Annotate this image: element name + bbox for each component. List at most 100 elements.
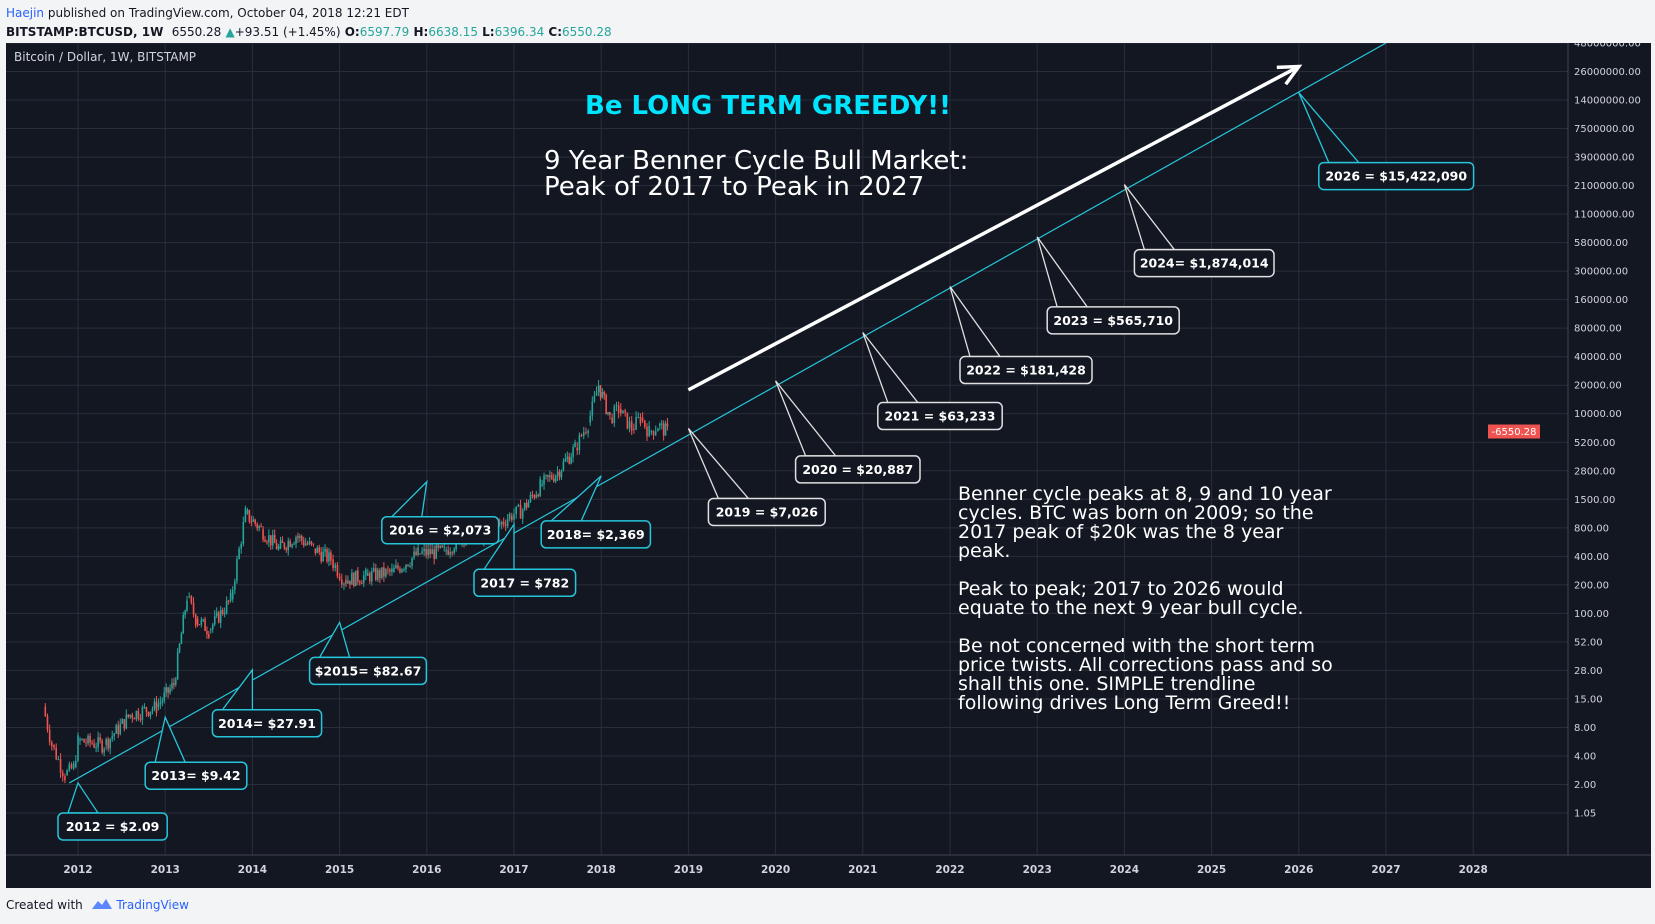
candle-body — [252, 519, 255, 522]
callout-box[interactable] — [211, 709, 323, 738]
candle-body — [295, 537, 297, 544]
candle-body — [155, 701, 158, 713]
candle-body — [603, 391, 606, 395]
note-line: Peak to peak; 2017 to 2026 would — [958, 578, 1284, 600]
candle-body — [515, 506, 517, 515]
candle-body — [103, 749, 105, 753]
y-tick-label: 28.00 — [1574, 666, 1603, 677]
y-tick-label: 2.00 — [1574, 780, 1596, 791]
candle-body — [200, 619, 203, 625]
candle-body — [543, 475, 545, 485]
price-tag-box — [1488, 424, 1540, 439]
candle-body — [517, 504, 520, 507]
candle-body — [662, 423, 665, 436]
candle-body — [111, 736, 114, 739]
candle-body — [504, 524, 507, 526]
candle-body — [101, 740, 103, 753]
candle-body — [238, 548, 240, 560]
time-axis[interactable]: 2012 2013 2014 2015 2016 2017 2018 2019 2020 2021… — [63, 864, 1487, 876]
callout-label: $2015= $82.67 — [315, 663, 422, 678]
y-tick-label: 14000000.00 — [1574, 96, 1641, 107]
candle-body — [395, 565, 397, 569]
candle-body — [202, 619, 204, 621]
candle-body — [453, 549, 455, 553]
candle-body — [657, 428, 659, 432]
candle-body — [347, 580, 349, 584]
candle-body — [332, 559, 334, 569]
candle-body — [364, 569, 367, 576]
y-tick-label: 2100000.00 — [1574, 181, 1634, 192]
price-axis[interactable]: 48000000.00 26000000.00 14000000.00 7500000… — [1574, 43, 1641, 820]
candle-body — [566, 456, 569, 460]
candle-body — [190, 596, 193, 603]
candle-body — [560, 470, 563, 478]
ohlc-line: BITSTAMP:BTCUSD, 1W 6550.28 ▲+93.51 (+1.… — [6, 23, 612, 42]
x-tick-label: 2027 — [1371, 864, 1400, 876]
callout-box[interactable] — [1133, 248, 1275, 278]
callout-box[interactable] — [1046, 306, 1180, 335]
candle-body — [196, 618, 199, 625]
callout-box[interactable] — [707, 497, 826, 527]
candle-body — [578, 434, 581, 451]
tradingview-logo-icon[interactable] — [91, 898, 117, 912]
candle-body — [641, 417, 644, 421]
candle-body — [527, 501, 530, 508]
candle-body — [117, 725, 120, 735]
candle-body — [383, 567, 385, 577]
trendline-segment[interactable] — [68, 43, 1387, 784]
callout-box[interactable] — [877, 401, 1003, 431]
callout-box[interactable] — [308, 656, 428, 686]
callout-label: 2026 = $15,422,090 — [1325, 169, 1467, 184]
candle-body — [611, 417, 613, 423]
candle-body — [393, 568, 395, 573]
candle-body — [273, 535, 276, 544]
candle-body — [556, 471, 559, 476]
callout-box[interactable] — [959, 355, 1093, 385]
candle-body — [147, 711, 150, 716]
trendline[interactable] — [68, 43, 1387, 784]
candle-body — [334, 564, 337, 569]
callout-box[interactable] — [144, 761, 248, 790]
tradingview-link[interactable]: TradingView — [116, 898, 189, 912]
candle-body — [208, 634, 210, 638]
callout-box[interactable] — [381, 515, 500, 545]
candle-body — [149, 711, 152, 716]
callout-box[interactable] — [473, 568, 577, 598]
candle-body — [223, 613, 226, 615]
candle-body — [525, 503, 528, 508]
high-label: H: — [413, 25, 429, 39]
candle-body — [266, 541, 268, 543]
candle-body — [582, 432, 585, 436]
candle-body — [511, 515, 513, 521]
candle-body — [373, 568, 375, 572]
callout-box[interactable] — [794, 455, 921, 484]
chart-subtitle-1: 9 Year Benner Cycle Bull Market: — [544, 146, 968, 176]
x-tick-label: 2013 — [151, 864, 180, 876]
author-link[interactable]: Haejin — [6, 6, 45, 20]
candle-body — [415, 551, 417, 555]
low-label: L: — [482, 25, 495, 39]
candle-body — [660, 423, 663, 425]
candle-body — [279, 540, 282, 549]
x-tick-label: 2014 — [238, 864, 267, 876]
price-chart[interactable]: 48000000.00 26000000.00 14000000.00 7500000… — [6, 43, 1651, 888]
candle-body — [429, 549, 431, 555]
callout-box[interactable] — [540, 520, 652, 549]
candle-body — [97, 737, 99, 748]
y-tick-label: 3900000.00 — [1574, 153, 1634, 164]
callout-box[interactable] — [1318, 161, 1475, 191]
candle-body — [312, 543, 315, 545]
y-tick-label: 20000.00 — [1574, 381, 1622, 392]
candle-body — [318, 547, 321, 553]
candle-body — [605, 394, 607, 414]
candle-body — [131, 714, 134, 719]
candle-body — [109, 738, 111, 749]
candle-body — [119, 723, 122, 735]
candle-body — [113, 733, 116, 737]
y-tick-label: 40000.00 — [1574, 352, 1622, 363]
candle-body — [215, 612, 218, 616]
candle-body — [370, 571, 373, 582]
open-label: O: — [344, 25, 360, 39]
callout-box[interactable] — [57, 812, 168, 841]
x-tick-label: 2021 — [848, 864, 877, 876]
